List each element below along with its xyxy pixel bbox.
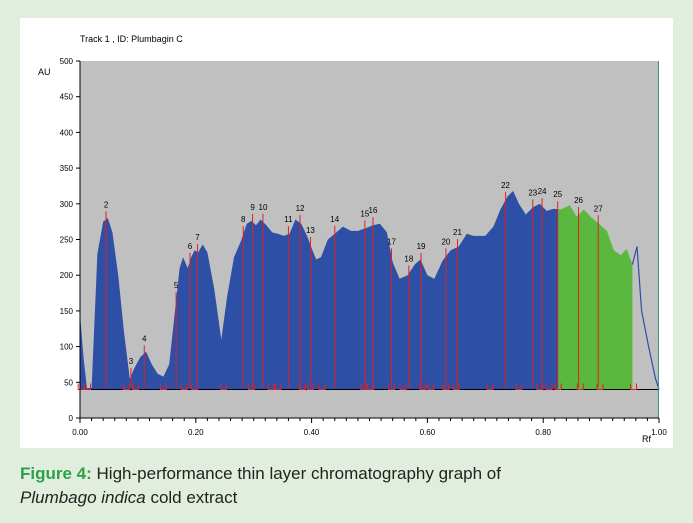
peak-label: 23: [528, 188, 537, 197]
y-tick-label: 50: [64, 378, 73, 387]
caption-text: High-performance thin layer chromatograp…: [97, 464, 501, 483]
peak-label: 13: [306, 226, 315, 235]
x-tick-label: 1.00: [651, 428, 667, 437]
peak-label: 10: [259, 203, 268, 212]
peak-label: 17: [387, 237, 396, 246]
figure-caption: Figure 4: High-performance thin layer ch…: [20, 462, 673, 510]
peak-label: 19: [417, 242, 426, 251]
peak-label: 9: [250, 203, 255, 212]
x-tick-label: 0.40: [304, 428, 320, 437]
peak-label: 16: [369, 206, 378, 215]
x-tick-label: 0.20: [188, 428, 204, 437]
y-tick-label: 500: [60, 57, 74, 66]
y-axis-label: AU: [38, 67, 51, 77]
peak-label: 14: [330, 215, 339, 224]
peak-label: 4: [142, 334, 147, 343]
peak-label: 2: [104, 200, 109, 209]
peak-label: 25: [553, 190, 562, 199]
peak-label: 8: [241, 215, 246, 224]
peak-label: 27: [594, 204, 603, 213]
caption-species: Plumbago indica: [20, 488, 146, 507]
x-axis-label: Rf: [642, 434, 651, 444]
y-tick-label: 150: [60, 307, 74, 316]
chart-title: Track 1 , ID: Plumbagin C: [80, 34, 183, 44]
peak-label: 11: [284, 215, 293, 224]
caption-label: Figure 4:: [20, 464, 92, 483]
peak-label: 3: [129, 357, 134, 366]
peak-label: 5: [174, 281, 179, 290]
x-tick-label: 0.00: [72, 428, 88, 437]
y-tick-label: 400: [60, 128, 74, 137]
peak-label: 26: [574, 196, 583, 205]
caption-text-rest: cold extract: [150, 488, 237, 507]
peak-label: 6: [188, 242, 193, 251]
y-tick-label: 350: [60, 164, 74, 173]
y-tick-label: 450: [60, 93, 74, 102]
peak-label: 21: [453, 228, 462, 237]
y-tick-label: 300: [60, 200, 74, 209]
y-tick-label: 250: [60, 236, 74, 245]
y-tick-label: 100: [60, 343, 74, 352]
peak-label: 22: [501, 181, 510, 190]
x-tick-label: 0.60: [420, 428, 436, 437]
chromatogram-chart: Track 1 , ID: Plumbagin C AU Rf 23456789…: [20, 18, 673, 448]
x-tick-label: 0.80: [535, 428, 551, 437]
peak-label: 24: [538, 187, 547, 196]
peak-label: 18: [404, 254, 413, 263]
y-tick-label: 200: [60, 271, 74, 280]
peak-label: 12: [296, 204, 305, 213]
peak-label: 20: [441, 237, 450, 246]
peak-label: 7: [195, 233, 200, 242]
y-tick-label: 0: [69, 414, 74, 423]
